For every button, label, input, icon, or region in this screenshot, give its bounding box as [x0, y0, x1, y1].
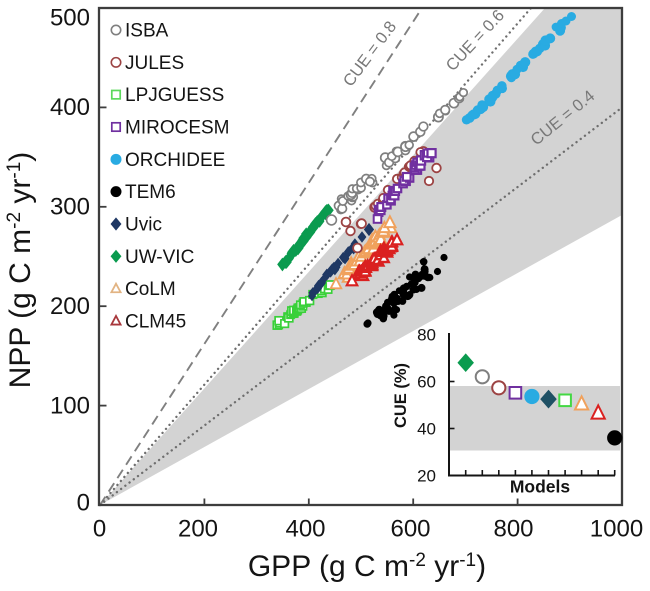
svg-text:400: 400 — [285, 516, 325, 543]
svg-text:MIROCESM: MIROCESM — [125, 117, 230, 138]
svg-text:40: 40 — [417, 420, 436, 439]
svg-text:200: 200 — [50, 293, 90, 320]
svg-text:CLM45: CLM45 — [125, 311, 186, 332]
svg-text:80: 80 — [417, 326, 436, 345]
svg-text:NPP (g C m-2 yr-1): NPP (g C m-2 yr-1) — [4, 152, 38, 389]
svg-text:60: 60 — [417, 373, 436, 392]
svg-text:1000: 1000 — [590, 516, 643, 543]
svg-text:JULES: JULES — [125, 53, 184, 74]
svg-text:CUE (%): CUE (%) — [392, 363, 410, 428]
svg-text:0: 0 — [93, 516, 106, 543]
svg-text:ORCHIDEE: ORCHIDEE — [125, 150, 225, 171]
svg-text:CoLM: CoLM — [125, 279, 176, 300]
svg-text:20: 20 — [417, 467, 436, 486]
svg-text:Uvic: Uvic — [125, 214, 162, 235]
svg-text:0: 0 — [77, 489, 90, 516]
svg-text:GPP (g C m-2 yr-1): GPP (g C m-2 yr-1) — [248, 550, 486, 584]
svg-text:ISBA: ISBA — [125, 21, 169, 42]
svg-text:600: 600 — [390, 516, 430, 543]
svg-text:UW-VIC: UW-VIC — [125, 247, 194, 268]
svg-text:Models: Models — [510, 477, 571, 497]
svg-text:200: 200 — [178, 516, 218, 543]
svg-text:100: 100 — [50, 392, 90, 419]
svg-text:300: 300 — [50, 193, 90, 220]
svg-text:TEM6: TEM6 — [125, 182, 176, 203]
svg-text:500: 500 — [50, 4, 90, 31]
svg-text:LPJGUESS: LPJGUESS — [125, 85, 224, 106]
svg-text:400: 400 — [50, 94, 90, 121]
svg-text:800: 800 — [493, 516, 533, 543]
